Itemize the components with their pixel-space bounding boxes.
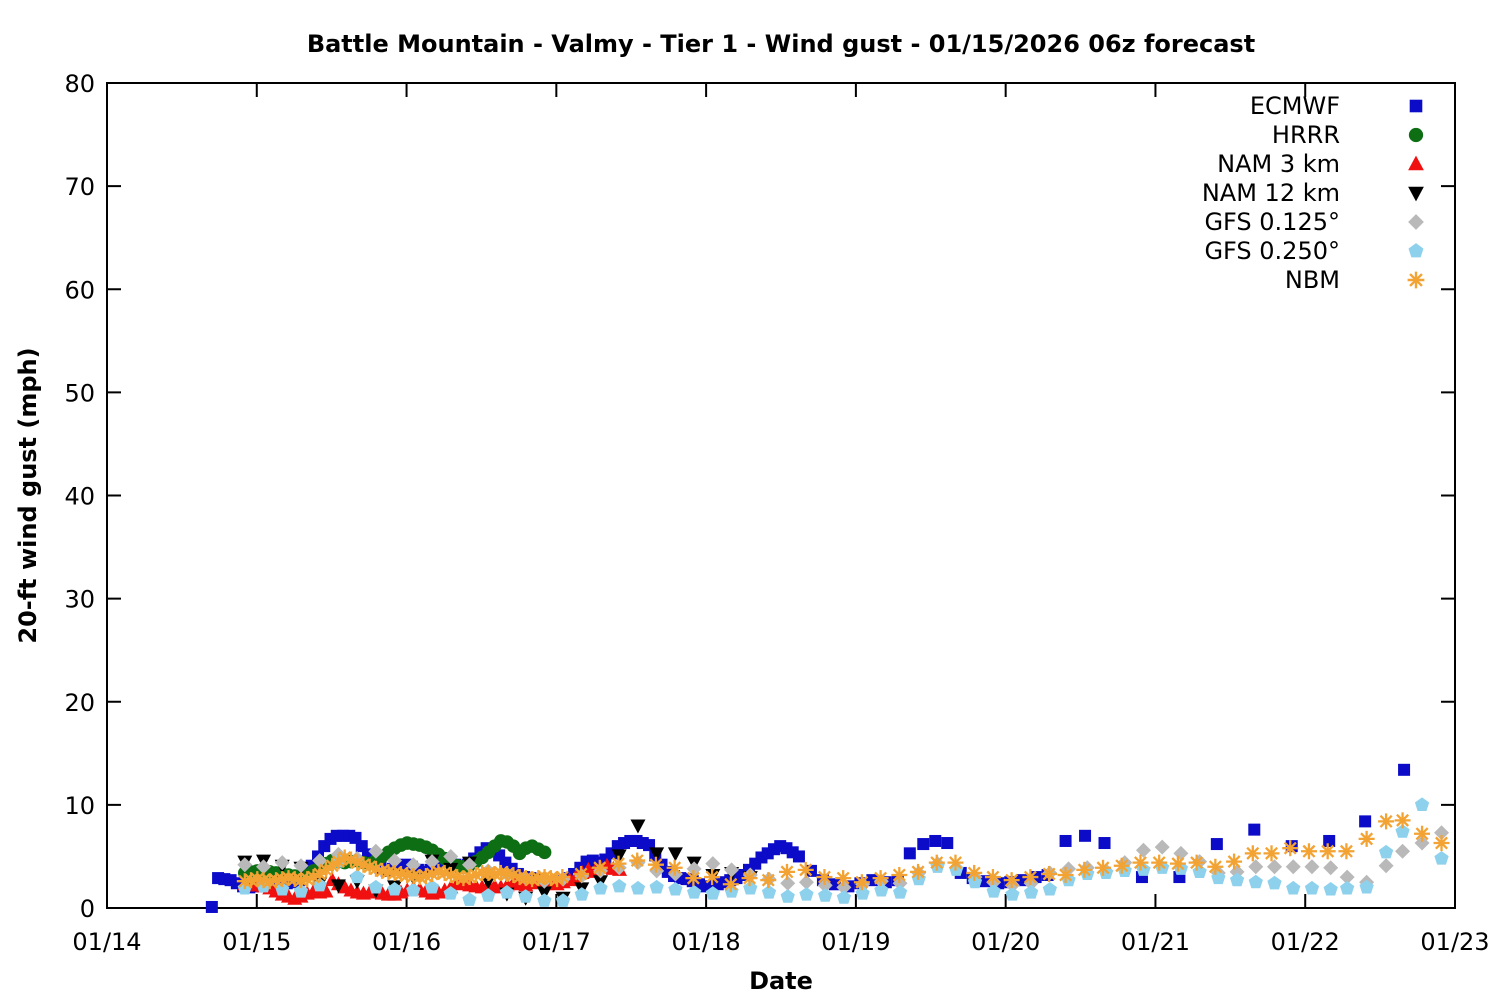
legend-label-gfs-0-125: GFS 0.125° [1204,208,1340,236]
legend-marker-gfs-0-250-icon [1408,243,1424,258]
x-axis: 01/14 01/15 01/16 01/17 01/18 01/19 01/20 01/21… [72,83,1490,956]
x-tick-label: 01/16 [372,928,441,956]
y-tick-label: 70 [64,173,95,201]
legend-marker-nam-3-km-icon [1408,155,1424,171]
y-tick-label: 0 [80,895,95,923]
legend-marker-nam-12-km-icon [1408,186,1424,202]
y-axis-label: 20-ft wind gust (mph) [14,347,42,643]
legend-marker-hrrr-icon [1408,127,1424,143]
legend-label-nbm: NBM [1285,266,1340,294]
y-tick-label: 80 [64,70,95,98]
legend-label-nam-3-km: NAM 3 km [1217,150,1340,178]
x-axis-label: Date [749,967,813,995]
legend-marker-gfs-0-125-icon [1408,214,1424,230]
y-tick-label: 60 [64,276,95,304]
chart-title: Battle Mountain - Valmy - Tier 1 - Wind … [307,30,1255,58]
y-tick-label: 40 [64,483,95,511]
series-nbm [236,812,1450,893]
x-tick-label: 01/23 [1420,928,1489,956]
legend-label-gfs-0-250: GFS 0.250° [1204,237,1340,265]
x-tick-label: 01/14 [72,928,141,956]
legend-marker-ecmwf-icon [1409,99,1423,113]
x-tick-label: 01/17 [522,928,591,956]
y-tick-label: 20 [64,689,95,717]
y-tick-label: 30 [64,586,95,614]
x-tick-label: 01/20 [971,928,1040,956]
y-tick-label: 10 [64,792,95,820]
x-tick-label: 01/21 [1121,928,1190,956]
legend-marker-nbm-icon [1407,271,1425,289]
x-tick-label: 01/22 [1271,928,1340,956]
legend-label-nam-12-km: NAM 12 km [1202,179,1340,207]
x-tick-label: 01/18 [672,928,741,956]
legend-label-hrrr: HRRR [1272,121,1340,149]
y-tick-label: 50 [64,379,95,407]
y-axis: 0 10 20 30 40 50 60 70 80 [64,70,1455,923]
x-tick-label: 01/15 [222,928,291,956]
x-tick-label: 01/19 [821,928,890,956]
legend-label-ecmwf: ECMWF [1250,92,1340,120]
